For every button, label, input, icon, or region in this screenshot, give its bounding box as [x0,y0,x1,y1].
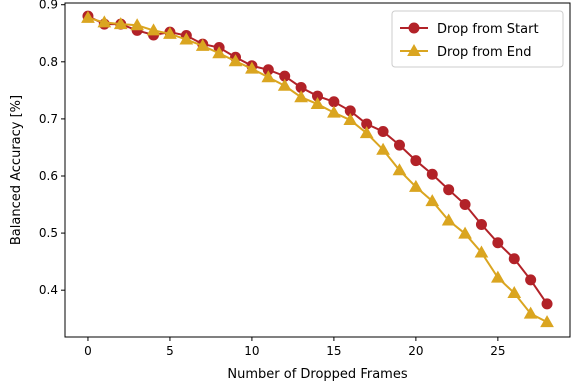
x-axis-label: Number of Dropped Frames [227,367,407,382]
series-drop-from-end [81,10,554,328]
data-point [458,226,472,239]
data-point [179,32,194,45]
data-point [508,253,520,265]
data-point [490,270,505,283]
data-point [245,61,259,74]
data-point [392,163,407,176]
legend-entry: Drop from End [400,43,532,60]
data-point [525,274,537,286]
data-point [212,46,226,59]
data-point [443,184,455,196]
data-point [507,286,522,299]
axes-frame [64,2,571,338]
series-layer [81,10,554,328]
data-point [474,245,489,258]
data-point [459,199,471,211]
legend-marker [408,22,420,34]
data-point [294,90,308,103]
y-tick-label: 0.7 [39,112,58,126]
data-point [475,219,487,231]
data-point [130,18,145,31]
data-point [97,15,112,28]
data-point [113,17,128,30]
data-point [310,97,325,110]
data-point [195,38,210,51]
data-point [425,194,440,207]
data-point [228,54,243,67]
y-axis-label: Balanced Accuracy [%] [9,95,24,245]
x-tick-label: 25 [490,344,505,358]
data-point [523,306,538,319]
data-point [540,315,554,328]
data-point [410,155,422,167]
data-point [377,125,389,137]
legend-label: Drop from End [437,45,532,60]
data-point [426,168,438,180]
x-tick-label: 0 [84,344,92,358]
legend-label: Drop from Start [437,22,539,37]
data-point [441,213,456,226]
data-point [409,179,423,192]
y-tick-label: 0.4 [39,283,58,297]
data-point [163,26,177,39]
x-tick-label: 10 [244,344,259,358]
y-tick-label: 0.6 [39,169,58,183]
data-point [81,10,95,23]
x-tick-label: 20 [408,344,423,358]
y-tick-label: 0.8 [39,55,58,69]
legend-entry: Drop from Start [400,22,539,37]
data-point [393,139,405,151]
legend: Drop from Start Drop from End [391,10,564,68]
x-tick-label: 15 [326,344,341,358]
data-point [541,298,553,310]
ticks-layer: 0 5 10 15 20 25 0.4 0.5 0.6 0.7 0.8 0.9 [39,0,506,358]
data-point [277,78,292,91]
x-tick-label: 5 [166,344,174,358]
data-point [492,237,504,249]
data-point [327,105,341,118]
plot-area-frame [64,2,571,338]
data-point [146,23,161,36]
y-tick-label: 0.9 [39,0,58,12]
y-tick-label: 0.5 [39,226,58,240]
data-point [328,96,340,108]
data-point [261,70,276,83]
legend-marker [407,43,421,56]
data-point [359,126,374,139]
data-point [343,113,358,126]
data-point [376,142,390,155]
legend-box [391,10,564,68]
